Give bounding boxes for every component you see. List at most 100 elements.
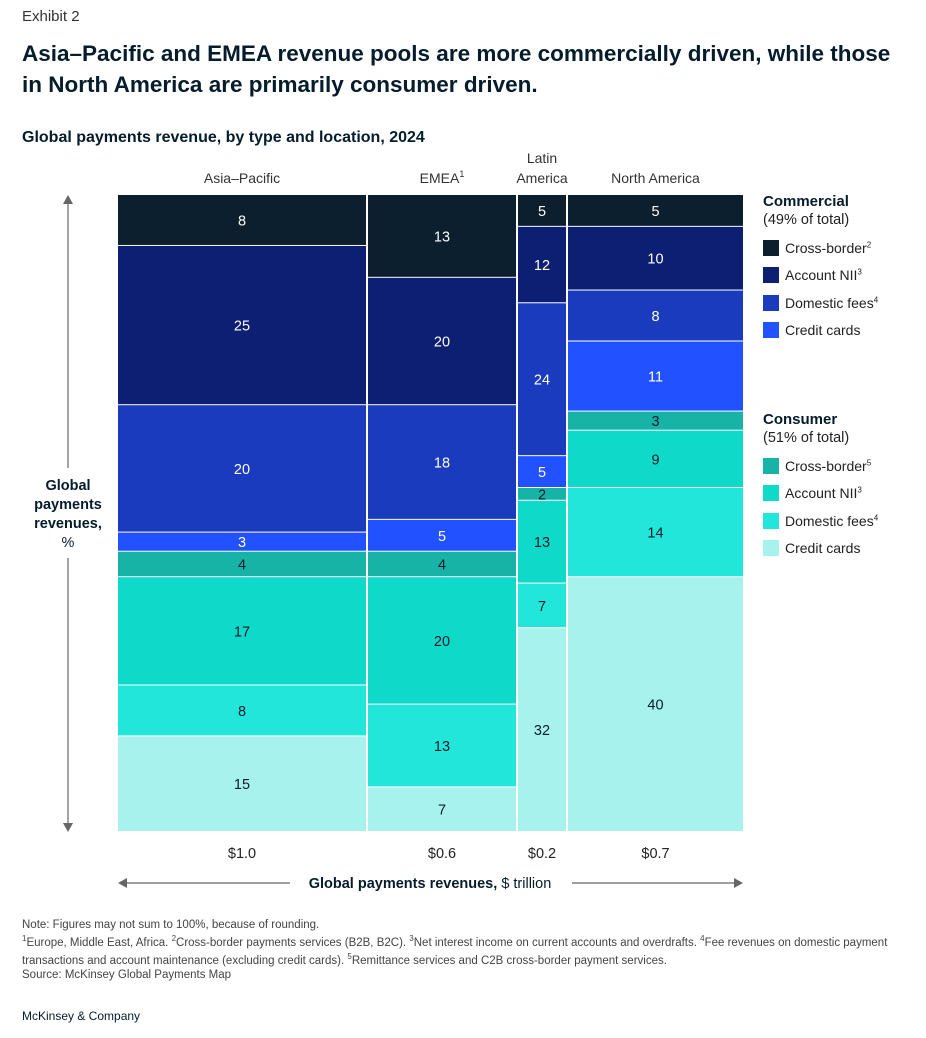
legend-item: Account NII3	[763, 480, 878, 508]
footnote-5: 5Remittance services and C2B cross-borde…	[347, 951, 667, 967]
segment-label: 3	[651, 414, 659, 430]
legend-swatch	[763, 457, 779, 474]
segment-label: 25	[234, 319, 250, 335]
legend-swatch	[763, 485, 779, 502]
bar-segment	[518, 195, 566, 226]
width-label: $1.0	[228, 846, 256, 862]
category-label: North America	[611, 170, 700, 186]
legend-label: Account NII3	[785, 485, 862, 502]
segment-label: 20	[234, 462, 250, 478]
segment-label: 4	[238, 557, 246, 573]
footnotes: 1Europe, Middle East, Africa. 2Cross-bor…	[22, 932, 912, 968]
legend-label: Cross-border5	[785, 457, 872, 474]
segment-label: 9	[651, 452, 659, 468]
segment-label: 2	[538, 487, 546, 503]
y-axis-label: payments	[34, 497, 102, 513]
bar-segment	[118, 532, 366, 551]
bar-segment	[568, 341, 743, 411]
brand-name: McKinsey & Company	[22, 1009, 141, 1023]
bar-segment	[518, 488, 566, 500]
segment-label: 32	[534, 723, 550, 739]
bar-segment	[118, 736, 366, 831]
legend-label: Domestic fees4	[785, 512, 879, 529]
exhibit-label: Exhibit 2	[22, 8, 80, 25]
segment-label: 13	[534, 535, 550, 551]
legend-item: Cross-border2	[763, 234, 878, 262]
footnote-4: 4Fee revenues on domestic payment transa…	[22, 934, 888, 967]
bar-segment	[368, 551, 516, 577]
bar-segment	[568, 488, 743, 577]
legend-item: Cross-border5	[763, 452, 878, 480]
legend-item: Domestic fees4	[763, 289, 878, 317]
bar-segment	[518, 583, 566, 628]
bar-segment	[118, 577, 366, 685]
bar-segment	[118, 195, 366, 245]
legend-item: Account NII3	[763, 262, 878, 290]
legend-swatch	[763, 294, 779, 311]
legend-label: Credit cards	[785, 322, 861, 339]
segment-label: 10	[647, 252, 663, 268]
chart-notes: Note: Figures may not sum to 100%, becau…	[22, 918, 912, 982]
y-axis-label: revenues,	[34, 516, 102, 532]
bar-segment	[518, 303, 566, 456]
segment-label: 14	[647, 526, 663, 542]
segment-label: 18	[434, 456, 450, 472]
segment-label: 5	[538, 204, 546, 220]
segment-label: 3	[238, 535, 246, 551]
segment-label: 13	[434, 229, 450, 245]
category-label: EMEA1	[420, 169, 465, 186]
legend-label: Account NII3	[785, 267, 862, 284]
bar-segment	[368, 704, 516, 787]
legend-swatch	[763, 540, 779, 557]
y-axis-arrow-up	[63, 195, 73, 204]
footnote-1: 1Europe, Middle East, Africa.	[22, 934, 172, 949]
bar-segment	[368, 787, 516, 831]
bar-segment	[368, 577, 516, 704]
width-label: $0.7	[641, 846, 669, 862]
category-label: Asia–Pacific	[204, 170, 280, 186]
segment-label: 40	[647, 698, 663, 714]
legend-swatch	[763, 322, 779, 339]
segment-label: 15	[234, 777, 250, 793]
source-text: Source: McKinsey Global Payments Map	[22, 968, 232, 981]
bar-segment	[118, 685, 366, 736]
bar-segment	[568, 290, 743, 341]
bar-segment	[568, 430, 743, 488]
bar-segment	[568, 226, 743, 290]
x-axis-label: Global payments revenues, $ trillion	[309, 876, 552, 892]
bar-segment	[518, 226, 566, 303]
legend-commercial-share: (49% of total)	[763, 212, 850, 228]
segment-label: 11	[648, 370, 663, 386]
segment-label: 20	[434, 335, 450, 351]
segment-label: 5	[651, 204, 659, 220]
segment-label: 8	[238, 704, 246, 720]
legend-swatch	[763, 239, 779, 256]
marimekko-chart: 825203417815Asia–Pacific$1.0132018542013…	[34, 150, 743, 892]
legend-consumer-title: Consumer	[763, 411, 838, 428]
x-axis-arrow-left	[118, 878, 127, 888]
note-text: Note: Figures may not sum to 100%, becau…	[22, 919, 320, 931]
bar-segment	[568, 411, 743, 430]
segment-label: 8	[651, 309, 659, 325]
segment-label: 12	[534, 258, 550, 274]
bar-segment	[518, 500, 566, 583]
legend-label: Cross-border2	[785, 239, 872, 256]
bar-segment	[568, 577, 743, 831]
width-label: $0.2	[528, 846, 556, 862]
segment-label: 24	[534, 373, 550, 389]
segment-label: 17	[234, 624, 250, 640]
bar-segment	[518, 456, 566, 488]
segment-label: 20	[434, 634, 450, 650]
segment-label: 7	[438, 803, 446, 819]
legend-item: Credit cards	[763, 317, 878, 345]
segment-label: 5	[438, 529, 446, 545]
bar-segment	[118, 245, 366, 405]
bar-segment	[368, 195, 516, 277]
bar-segment	[118, 405, 366, 532]
segment-label: 13	[434, 739, 450, 755]
legend-commercial-title: Commercial	[763, 193, 849, 210]
category-label: America	[516, 170, 568, 186]
legend-item: Credit cards	[763, 535, 878, 563]
category-label: Latin	[527, 150, 557, 166]
y-axis-label: %	[62, 535, 75, 551]
